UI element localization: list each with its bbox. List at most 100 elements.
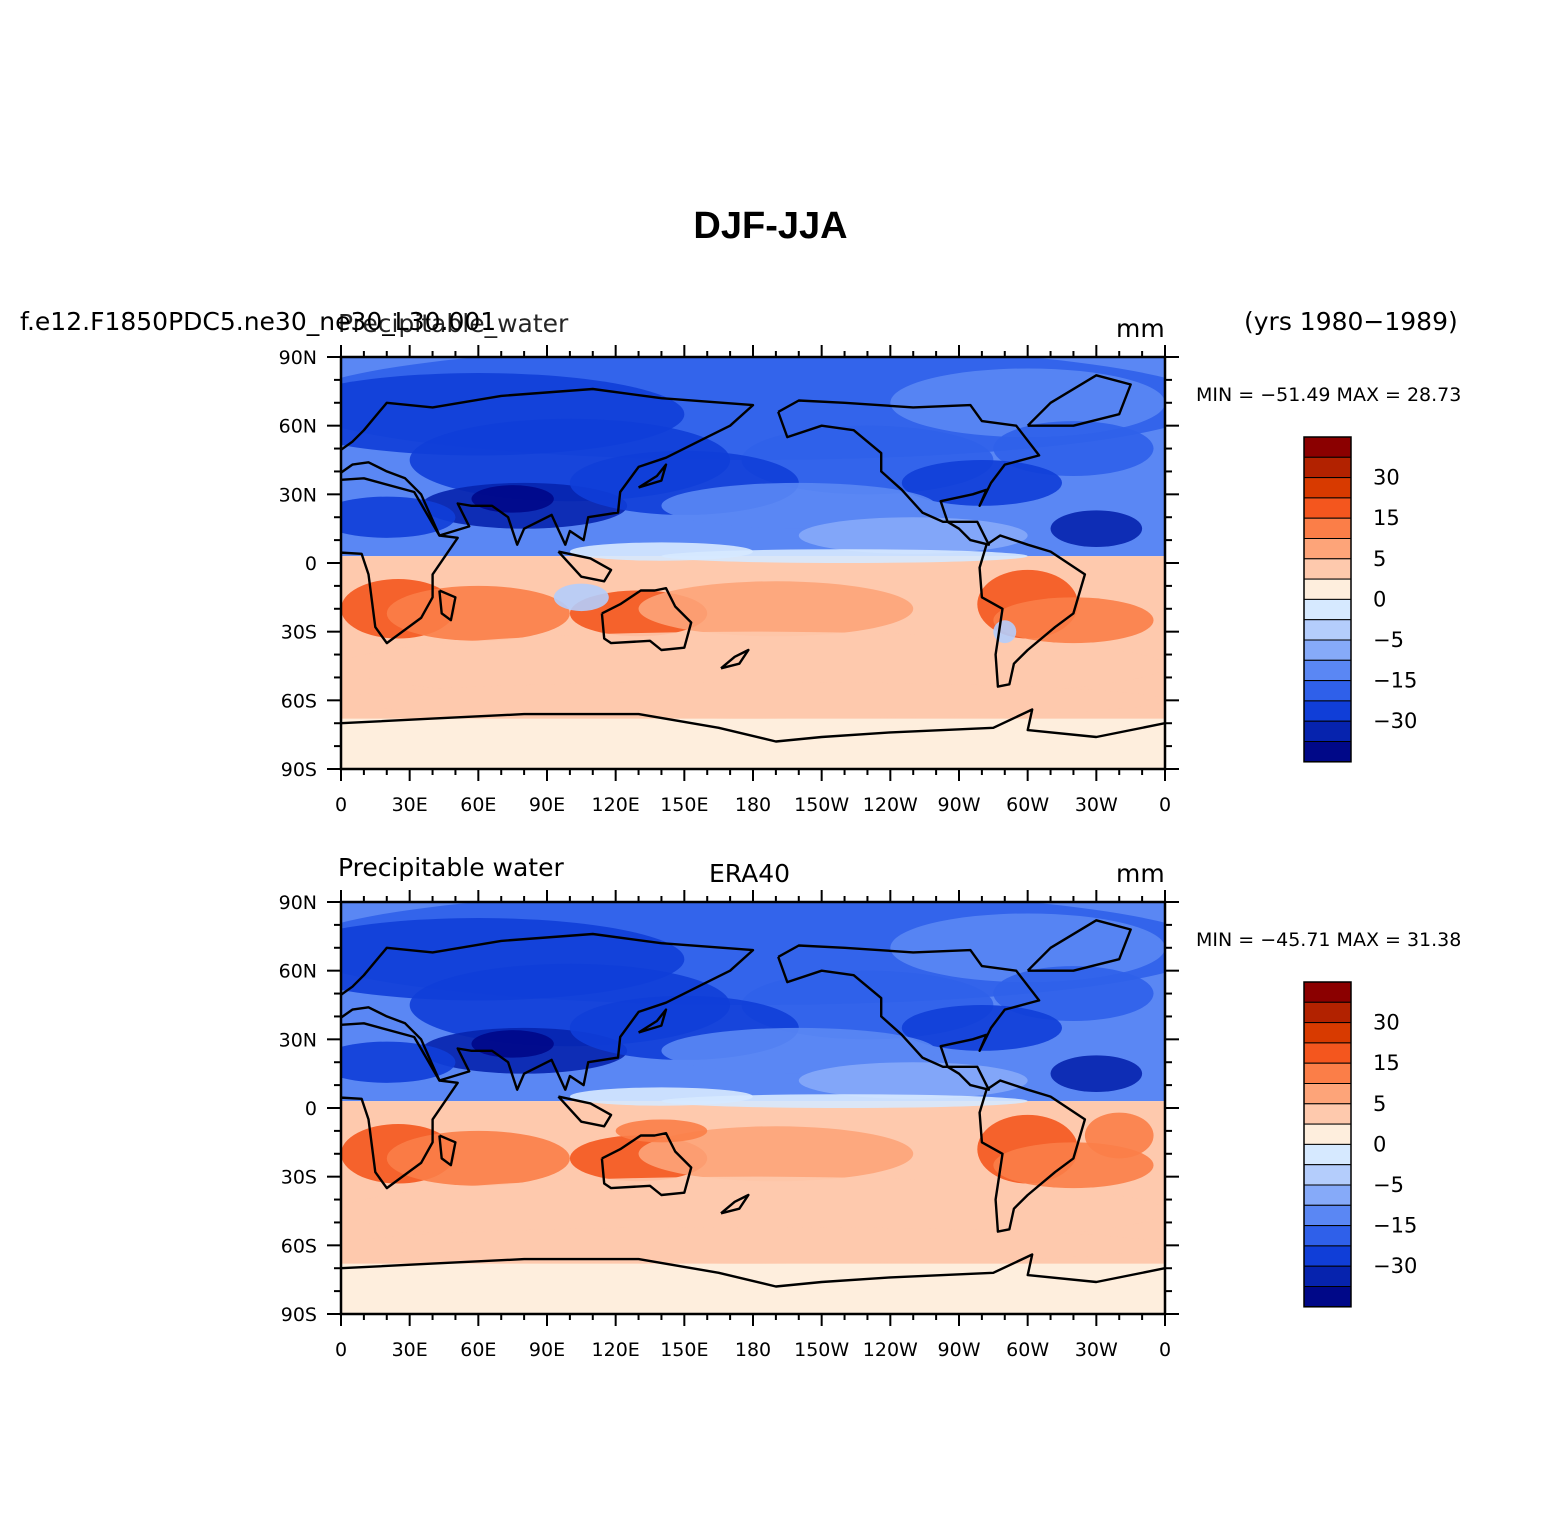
colorbar-swatch xyxy=(1303,1286,1352,1308)
colorbar-label: 30 xyxy=(1373,466,1400,490)
colorbar-swatch xyxy=(1303,497,1352,519)
colorbar-swatch xyxy=(1303,1245,1352,1267)
y-tick-label: 90N xyxy=(279,347,317,369)
y-tick-label: 60N xyxy=(279,416,317,438)
contour-region xyxy=(386,585,570,641)
x-tick-label: 60W xyxy=(1006,1339,1049,1361)
antarctic-field xyxy=(341,1263,1165,1314)
colorbar-label: −5 xyxy=(1373,628,1404,652)
contour-region xyxy=(1050,1055,1143,1092)
x-tick-label: 30W xyxy=(1075,1339,1118,1361)
colorbar-swatch xyxy=(1303,700,1352,722)
contour-region xyxy=(1084,1112,1154,1159)
colorbar-label: 5 xyxy=(1373,1092,1386,1116)
contour-region xyxy=(615,1119,708,1143)
x-tick-label: 0 xyxy=(1159,794,1171,816)
coastline xyxy=(637,1008,668,1034)
x-tick-label: 60E xyxy=(460,1339,496,1361)
colorbar-swatch xyxy=(1303,1103,1352,1125)
contour-region xyxy=(993,421,1154,477)
x-tick-label: 90E xyxy=(529,1339,565,1361)
coastline xyxy=(1026,374,1132,427)
coastline xyxy=(341,477,459,645)
contour-region xyxy=(638,1126,914,1182)
contour-region xyxy=(471,485,554,513)
years-label: (yrs 1980−1989) xyxy=(1244,307,1458,336)
coastline xyxy=(978,534,1087,688)
colorbar-swatch xyxy=(1303,1265,1352,1287)
y-tick-label: 30N xyxy=(279,484,317,506)
contour-region xyxy=(798,1062,1028,1099)
colorbar-swatch xyxy=(1303,659,1352,682)
coastline xyxy=(777,399,1041,546)
colorbar-swatch xyxy=(1303,1225,1352,1247)
colorbar-swatch xyxy=(1303,639,1352,661)
colorbar-swatch xyxy=(1303,558,1352,580)
x-tick-label: 0 xyxy=(335,1339,347,1361)
colorbar-swatch xyxy=(1303,1143,1352,1166)
contour-region xyxy=(661,482,937,529)
colorbar-swatch xyxy=(1303,1042,1352,1064)
x-tick-label: 150E xyxy=(660,1339,708,1361)
contour-region xyxy=(993,597,1154,644)
contour-region xyxy=(341,631,1165,701)
colorbar-label: 0 xyxy=(1373,587,1386,611)
contour-region xyxy=(341,1176,1165,1246)
contour-region xyxy=(661,1094,1028,1108)
coastline xyxy=(978,1079,1087,1233)
x-tick-label: 0 xyxy=(1159,1339,1171,1361)
colorbar-label: −30 xyxy=(1373,709,1417,733)
coastline xyxy=(438,589,457,622)
coastline xyxy=(600,587,693,652)
coastline xyxy=(341,387,755,546)
y-tick-label: 30S xyxy=(281,1167,317,1189)
x-tick-label: 90E xyxy=(529,794,565,816)
coastline xyxy=(557,1095,613,1128)
colorbar-swatch xyxy=(1303,538,1352,560)
coastline xyxy=(1026,919,1132,972)
contour-region xyxy=(638,581,914,637)
colorbar-swatch xyxy=(1303,578,1352,600)
colorbar-swatch xyxy=(1303,1164,1352,1186)
x-tick-label: 120W xyxy=(863,1339,918,1361)
x-tick-label: 150W xyxy=(794,794,849,816)
colorbar-swatch xyxy=(1303,517,1352,540)
x-tick-label: 30W xyxy=(1075,794,1118,816)
colorbar: 30 15 5 0 −5 −15 −30 xyxy=(1303,981,1417,1308)
units-label: mm xyxy=(1116,314,1165,343)
contour-region xyxy=(993,966,1154,1022)
colorbar-swatch xyxy=(1303,1123,1352,1145)
units-label: mm xyxy=(1116,859,1165,888)
y-tick-label: 90S xyxy=(281,1304,317,1326)
variable-label: Precipitable water xyxy=(338,853,564,882)
page-title: DJF-JJA xyxy=(693,205,848,247)
coastline xyxy=(557,550,613,583)
colorbar-label: 0 xyxy=(1373,1132,1386,1156)
coastline xyxy=(720,1193,750,1215)
coastline xyxy=(341,1022,459,1190)
colorbar-label: 15 xyxy=(1373,506,1400,530)
x-tick-label: 60E xyxy=(460,794,496,816)
contour-region xyxy=(661,1027,937,1074)
map-panel: 0 30E 60E 90E 120E 150E 180 150W 120W 90W 60W 30W 09… xyxy=(279,345,1179,816)
colorbar-swatch xyxy=(1303,598,1352,621)
min-max-stats: MIN = −51.49 MAX = 28.73 xyxy=(1196,384,1462,406)
colorbar-swatch xyxy=(1303,741,1352,763)
y-tick-label: 60N xyxy=(279,961,317,983)
x-tick-label: 30E xyxy=(392,1339,428,1361)
x-tick-label: 90W xyxy=(938,794,981,816)
colorbar-label: −30 xyxy=(1373,1254,1417,1278)
contour-region xyxy=(798,517,1028,554)
y-tick-label: 60S xyxy=(281,1235,317,1257)
colorbar-swatch xyxy=(1303,1062,1352,1084)
y-tick-label: 0 xyxy=(305,1098,317,1120)
coastline xyxy=(341,708,1165,743)
y-tick-label: 0 xyxy=(305,553,317,575)
coastline xyxy=(438,1134,457,1167)
contour-region xyxy=(1050,510,1143,547)
colorbar-label: −5 xyxy=(1373,1173,1404,1197)
colorbar-label: 5 xyxy=(1373,547,1386,571)
coastline xyxy=(341,1253,1165,1288)
x-tick-label: 30E xyxy=(392,794,428,816)
